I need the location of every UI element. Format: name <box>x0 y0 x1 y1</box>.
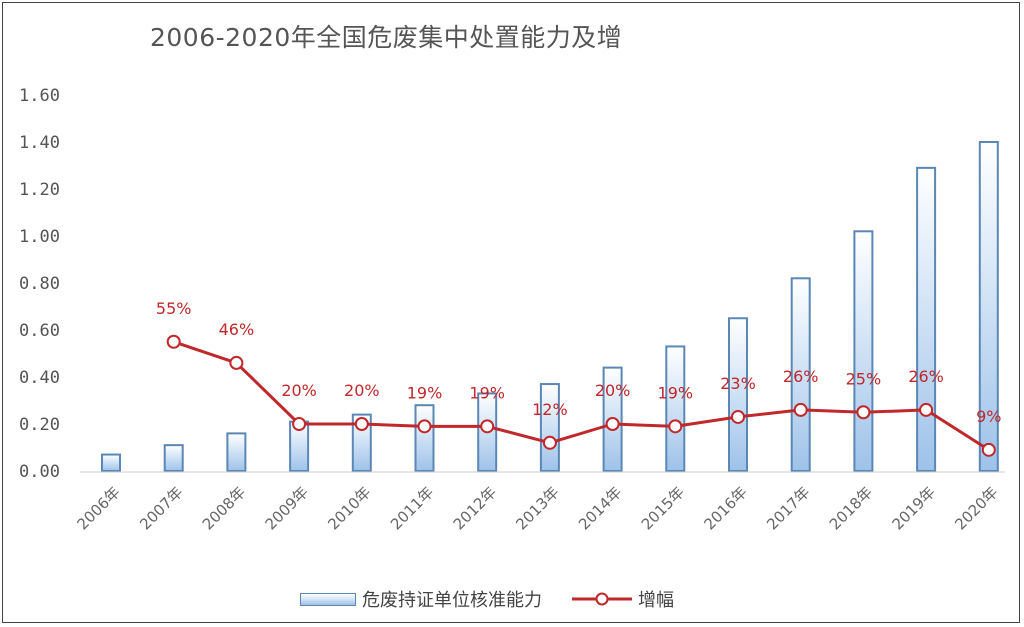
growth-point <box>166 334 181 349</box>
growth-data-label: 55% <box>156 299 192 318</box>
y-tick-label: 0.60 <box>19 321 60 341</box>
bar <box>790 277 811 472</box>
growth-data-label: 23% <box>720 374 756 393</box>
bar <box>728 317 748 472</box>
growth-point <box>919 402 934 417</box>
bar <box>101 453 121 472</box>
growth-data-label: 19% <box>407 383 443 402</box>
growth-data-label: 9% <box>976 407 1001 426</box>
growth-point <box>793 402 808 417</box>
x-tick-label: 2019年 <box>889 483 939 533</box>
bar <box>539 383 560 472</box>
chart-title: 2006-2020年全国危废集中处置能力及增 <box>150 23 623 52</box>
x-tick-label: 2016年 <box>700 483 750 533</box>
legend-item-bars: 危废持证单位核准能力 <box>300 586 542 612</box>
growth-point <box>417 419 432 434</box>
growth-data-label: 12% <box>532 400 568 419</box>
growth-line <box>173 340 990 452</box>
x-tick-label: 2009年 <box>262 483 312 533</box>
y-tick-label: 0.80 <box>19 274 60 294</box>
growth-data-label: 19% <box>658 383 694 402</box>
growth-data-label: 46% <box>219 320 255 339</box>
x-tick-label: 2017年 <box>763 483 813 533</box>
growth-point <box>668 419 683 434</box>
bar <box>163 444 184 472</box>
bar <box>665 345 686 473</box>
y-tick-label: 0.40 <box>19 368 60 388</box>
legend-bar-swatch <box>300 592 356 606</box>
legend-label-line: 增幅 <box>638 590 674 611</box>
y-tick-label: 1.00 <box>19 227 60 247</box>
legend-line-swatch <box>572 592 632 606</box>
legend-label-bars: 危废持证单位核准能力 <box>362 590 542 611</box>
growth-point <box>981 442 996 457</box>
bar <box>226 432 247 472</box>
x-tick-label: 2006年 <box>73 483 123 533</box>
growth-point <box>731 409 745 424</box>
x-tick-label: 2013年 <box>512 483 562 533</box>
x-tick-label: 2011年 <box>387 483 437 533</box>
growth-data-label: 20% <box>281 381 317 400</box>
x-tick-label: 2012年 <box>450 483 500 533</box>
growth-data-label: 26% <box>783 367 819 386</box>
x-tick-label: 2020年 <box>951 483 1001 533</box>
bar <box>916 166 937 472</box>
growth-point <box>480 419 495 434</box>
legend: 危废持证单位核准能力 增幅 <box>300 584 674 614</box>
growth-point <box>542 435 557 450</box>
y-tick-label: 1.60 <box>19 86 60 106</box>
x-tick-label: 2007年 <box>136 483 186 533</box>
x-tick-label: 2015年 <box>638 483 688 533</box>
bar <box>978 141 999 472</box>
x-tick-label: 2014年 <box>575 483 625 533</box>
growth-point <box>605 417 620 431</box>
x-tick-label: 2010年 <box>324 483 374 533</box>
growth-data-label: 20% <box>344 381 380 400</box>
bar <box>853 230 874 472</box>
growth-data-label: 26% <box>908 367 944 386</box>
legend-item-line: 增幅 <box>572 586 674 612</box>
x-tick-label: 2008年 <box>199 483 249 533</box>
y-tick-label: 1.40 <box>19 133 60 153</box>
y-tick-label: 0.00 <box>19 462 60 482</box>
x-tick-label: 2018年 <box>826 483 876 533</box>
growth-point <box>229 355 244 370</box>
growth-point <box>292 417 307 431</box>
y-tick-label: 0.20 <box>19 415 60 435</box>
y-tick-label: 1.20 <box>19 180 60 200</box>
growth-data-label: 19% <box>469 383 505 402</box>
growth-data-label: 20% <box>595 381 631 400</box>
bar <box>414 404 435 473</box>
growth-point <box>856 405 871 420</box>
growth-data-label: 25% <box>846 369 882 388</box>
growth-point <box>354 417 369 431</box>
